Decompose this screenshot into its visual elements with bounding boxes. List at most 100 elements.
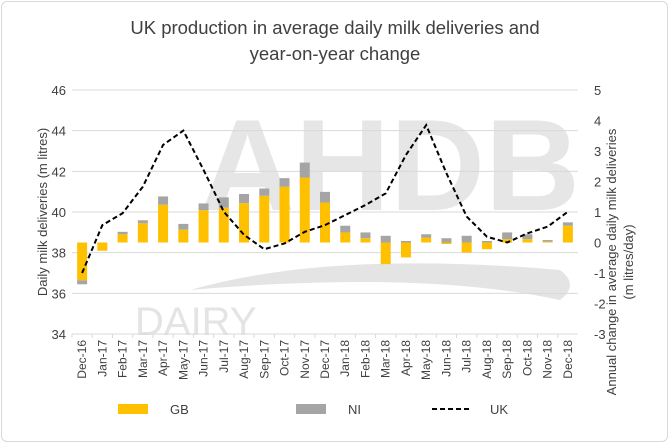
y-left-tick-label: 46	[52, 83, 66, 98]
bar-ni	[218, 197, 229, 208]
chart-title-line-2: year-on-year change	[250, 43, 421, 64]
bar-gb	[299, 177, 310, 243]
y-right-tick-label: 4	[594, 114, 601, 129]
x-tick-label: Dec-18	[561, 340, 575, 379]
y-axis-right-label-line-2: (m litres/day)	[621, 224, 636, 299]
x-tick-label: Jan-18	[338, 340, 352, 377]
bar-ni	[481, 240, 492, 243]
bar-ni	[299, 162, 310, 178]
bar-ni	[198, 203, 209, 211]
x-tick-label: Mar-18	[379, 340, 393, 378]
bar-ni	[239, 194, 250, 204]
bar-ni	[421, 234, 432, 238]
x-tick-label: Dec-17	[318, 340, 332, 379]
bar-gb	[198, 210, 209, 243]
y-right-tick-label: -3	[594, 327, 606, 342]
bar-gb	[218, 207, 229, 243]
y-left-tick-label: 40	[52, 205, 66, 220]
bar-gb	[400, 242, 411, 258]
bar-ni	[259, 188, 270, 196]
legend-ni-label: NI	[348, 402, 361, 417]
y-right-tick-label: 0	[594, 236, 601, 251]
x-tick-label: Jan-17	[95, 340, 109, 377]
x-tick-label: Mar-17	[136, 340, 150, 378]
y-right-tick-label: 5	[594, 83, 601, 98]
y-right-tick-label: -1	[594, 266, 606, 281]
x-tick-label: Oct-17	[278, 340, 292, 376]
x-tick-label: May-18	[419, 340, 433, 380]
bar-gb	[137, 223, 148, 243]
bar-ni	[441, 238, 452, 243]
watermark-dairy: DAIRY	[135, 300, 257, 344]
bar-gb	[502, 239, 513, 243]
watermark-ahdb: AHDB	[200, 92, 580, 238]
bar-ni	[320, 191, 330, 203]
x-tick-label: Aug-18	[480, 340, 494, 379]
y-left-tick-label: 36	[52, 286, 66, 301]
y-right-tick-label: 2	[594, 175, 601, 190]
bar-gb	[117, 234, 128, 243]
bar-gb	[441, 242, 452, 245]
bar-ni	[502, 232, 513, 240]
y-right-tick-label: -2	[594, 297, 606, 312]
bar-gb	[481, 242, 492, 250]
x-tick-label: Apr-18	[399, 340, 413, 376]
bar-gb	[360, 238, 371, 243]
bar-gb	[77, 242, 88, 281]
x-tick-label: Feb-17	[116, 340, 130, 378]
y-axis-right-label-line-1: Annual change in average daily milk deli…	[604, 128, 619, 395]
legend-gb-swatch	[118, 404, 148, 414]
x-tick-label: Aug-17	[237, 340, 251, 379]
legend-gb-label: GB	[170, 402, 189, 417]
x-tick-label: Jul-17	[217, 340, 231, 373]
bar-ni	[400, 240, 411, 243]
legend-uk-label: UK	[490, 402, 508, 417]
bar-ni	[380, 235, 391, 243]
legend: GB NI UK	[118, 402, 508, 417]
chart-title-line-1: UK production in average daily milk deli…	[130, 17, 539, 38]
bar-gb	[421, 237, 432, 243]
bar-gb	[380, 242, 391, 265]
x-tick-label: Jun-18	[439, 340, 453, 377]
bar-ni	[360, 232, 371, 239]
bar-gb	[320, 202, 330, 243]
y-left-tick-label: 34	[52, 327, 66, 342]
bar-ni	[522, 234, 533, 240]
bar-gb	[97, 242, 108, 251]
gridlines	[72, 89, 578, 335]
bar-gb	[239, 203, 250, 243]
y-axis-left-label: Daily milk deliveries (m litres)	[35, 128, 50, 296]
legend-ni-swatch	[296, 404, 326, 414]
x-tick-label: Sep-17	[257, 340, 271, 379]
x-tick-label: May-17	[176, 340, 190, 380]
x-tick-label: Nov-17	[298, 340, 312, 379]
y-right-tick-label: 3	[594, 144, 601, 159]
y-left-tick-label: 44	[52, 124, 66, 139]
bar-gb	[158, 204, 169, 243]
bar-gb	[542, 241, 553, 243]
y-left-tick-label: 42	[52, 164, 66, 179]
bar-gb	[178, 229, 189, 243]
y-right-tick-label: 1	[594, 205, 601, 220]
bar-gb	[259, 195, 270, 243]
bar-gb	[279, 186, 290, 243]
y-left-tick-label: 38	[52, 246, 66, 261]
x-tick-label: Oct-18	[520, 340, 534, 376]
bar-gb	[522, 239, 533, 243]
bar-ni	[542, 240, 553, 242]
bar-gb	[461, 242, 472, 253]
bar-gb	[340, 232, 351, 243]
bar-ni	[279, 178, 290, 187]
bar-ni	[117, 231, 128, 235]
uk-series-line	[81, 122, 569, 274]
bar-ni	[340, 225, 351, 233]
bar-ni	[77, 280, 88, 285]
bars	[77, 162, 573, 285]
bar-ni	[178, 223, 189, 230]
x-tick-label: Sep-18	[500, 340, 514, 379]
bar-ni	[562, 222, 573, 226]
uk-line	[81, 122, 569, 274]
